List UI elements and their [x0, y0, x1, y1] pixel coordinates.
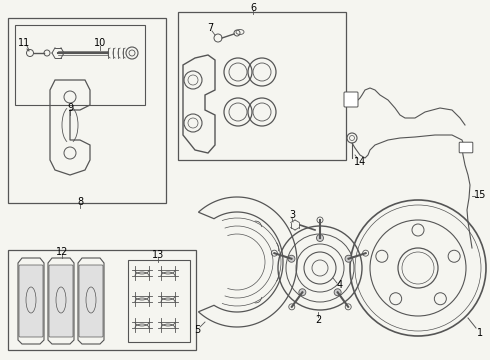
Bar [8, 18, 166, 203]
Text: 10: 10 [94, 38, 106, 48]
FancyBboxPatch shape [459, 142, 473, 153]
Bar [178, 12, 346, 160]
FancyBboxPatch shape [344, 92, 358, 107]
Text: 1: 1 [477, 328, 483, 338]
Circle shape [317, 234, 323, 242]
Text: 9: 9 [67, 103, 73, 113]
Text: 14: 14 [354, 157, 366, 167]
Text: 6: 6 [250, 3, 256, 13]
Text: 5: 5 [194, 325, 200, 335]
Bar [15, 25, 145, 105]
Text: 13: 13 [152, 250, 164, 260]
Text: 15: 15 [474, 190, 486, 200]
Text: 7: 7 [207, 23, 213, 33]
FancyBboxPatch shape [19, 265, 43, 337]
Circle shape [334, 289, 341, 296]
FancyBboxPatch shape [49, 265, 73, 337]
Bar [128, 260, 190, 342]
Text: 2: 2 [315, 315, 321, 325]
Circle shape [345, 255, 352, 262]
Text: 11: 11 [18, 38, 30, 48]
Circle shape [299, 289, 306, 296]
Text: 4: 4 [337, 280, 343, 290]
Circle shape [288, 255, 295, 262]
Text: 12: 12 [56, 247, 68, 257]
Bar [8, 250, 196, 350]
Text: 3: 3 [289, 210, 295, 220]
FancyBboxPatch shape [79, 265, 103, 337]
Text: 8: 8 [77, 197, 83, 207]
